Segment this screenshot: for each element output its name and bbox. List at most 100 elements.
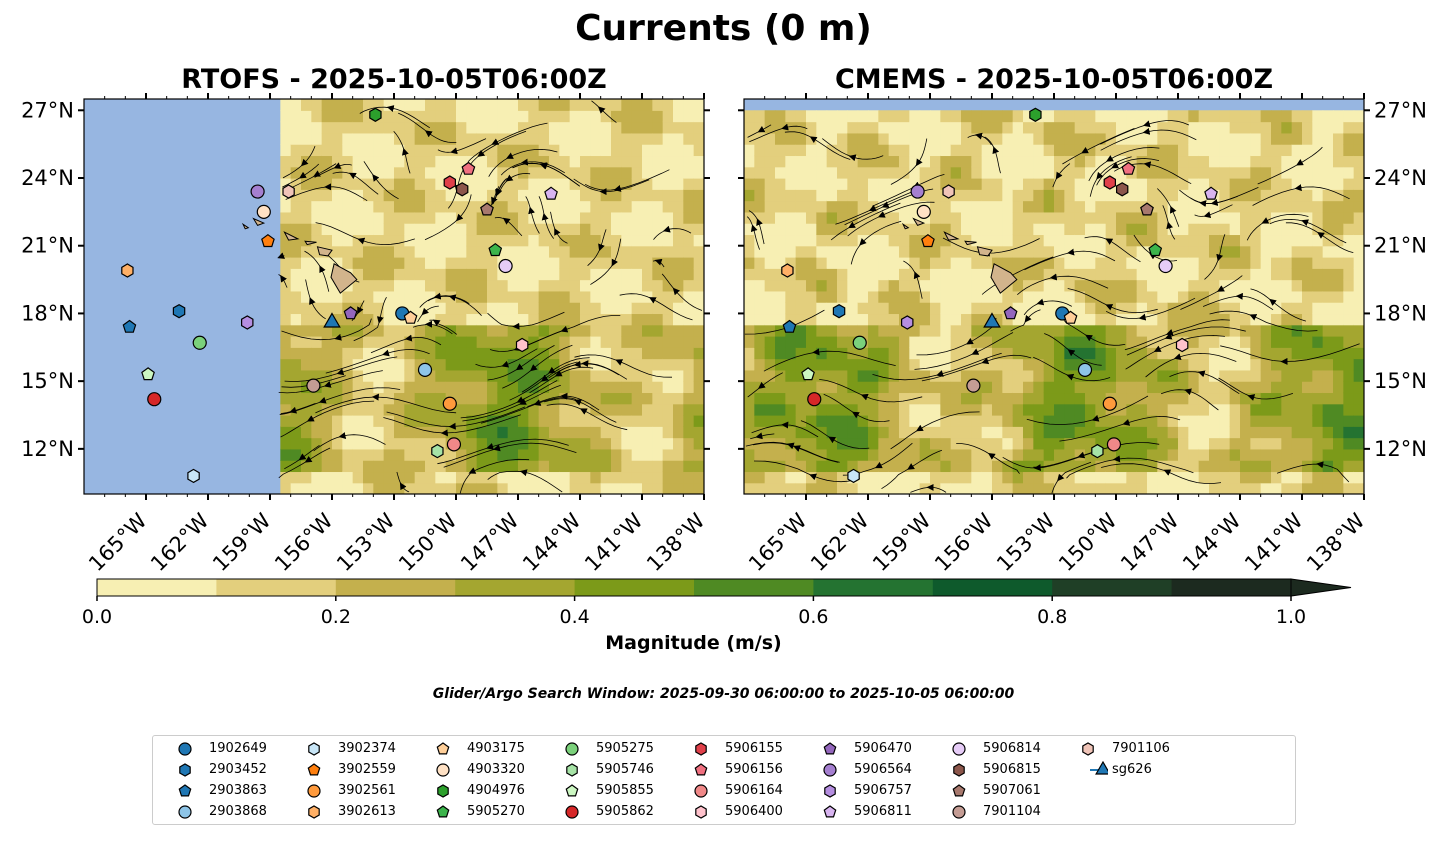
magnitude-cell	[1023, 415, 1034, 427]
magnitude-cell	[414, 302, 426, 315]
magnitude-cell	[280, 437, 292, 450]
magnitude-cell	[775, 415, 786, 427]
magnitude-cell	[600, 132, 612, 145]
magnitude-cell	[1085, 415, 1096, 427]
magnitude-cell	[414, 313, 426, 326]
magnitude-cell	[518, 245, 529, 258]
magnitude-cell	[1126, 257, 1138, 269]
magnitude-cell	[662, 415, 674, 427]
magnitude-cell	[1302, 381, 1313, 394]
magnitude-cell	[445, 99, 457, 111]
streamline	[421, 305, 439, 316]
streamline	[648, 297, 693, 321]
streamline	[1163, 469, 1222, 484]
magnitude-cell	[1033, 347, 1045, 360]
magnitude-cell	[837, 392, 848, 405]
magnitude-cell	[569, 336, 581, 348]
magnitude-cell	[857, 324, 869, 337]
magnitude-cell	[559, 189, 571, 202]
magnitude-cell	[1188, 166, 1200, 179]
magnitude-cell	[961, 369, 972, 382]
magnitude-cell	[775, 245, 786, 258]
streamline	[1199, 195, 1238, 208]
magnitude-cell	[826, 302, 838, 315]
legend-float-marker	[695, 805, 707, 819]
magnitude-cell	[538, 448, 550, 461]
float-marker-4903175	[403, 310, 418, 324]
land-island	[990, 263, 1018, 294]
magnitude-cell	[764, 245, 776, 258]
magnitude-cell	[373, 211, 385, 224]
magnitude-cell	[549, 324, 560, 337]
magnitude-cell	[992, 381, 1003, 394]
magnitude-cell	[611, 437, 622, 450]
magnitude-cell	[652, 121, 664, 134]
magnitude-cell	[1353, 223, 1364, 236]
magnitude-cell	[528, 415, 540, 427]
magnitude-cell	[1302, 234, 1313, 247]
magnitude-cell	[321, 178, 333, 190]
magnitude-cell	[1167, 132, 1179, 145]
magnitude-cell	[1188, 144, 1200, 157]
magnitude-cell	[321, 166, 333, 179]
magnitude-cell	[1219, 245, 1231, 258]
magnitude-cell	[435, 200, 447, 213]
magnitude-cell	[518, 415, 529, 427]
magnitude-cell	[868, 144, 879, 157]
magnitude-cell	[466, 437, 478, 450]
magnitude-cell	[950, 110, 962, 123]
streamline	[560, 392, 600, 411]
magnitude-cell	[775, 482, 786, 494]
magnitude-cell	[1126, 358, 1138, 371]
streamline	[529, 374, 559, 394]
streamline	[587, 247, 601, 266]
magnitude-cell	[992, 211, 1003, 224]
magnitude-cell	[414, 448, 426, 461]
magnitude-cell	[1054, 121, 1065, 134]
magnitude-cell	[652, 369, 664, 382]
magnitude-cell	[899, 392, 910, 405]
streamline	[956, 443, 992, 456]
streamline	[967, 134, 979, 138]
magnitude-cell	[394, 99, 405, 111]
magnitude-cell	[847, 324, 859, 337]
float-marker-5906156	[461, 161, 476, 175]
lat-tick-label: 18°N	[21, 301, 74, 325]
legend-float-marker	[436, 763, 450, 777]
colorbar-extend-arrow	[1290, 578, 1352, 597]
magnitude-cell	[518, 471, 529, 484]
streamline	[890, 163, 919, 185]
magnitude-cell	[1074, 279, 1086, 292]
magnitude-cell	[1198, 290, 1210, 303]
magnitude-cell	[456, 313, 467, 326]
magnitude-cell	[1312, 245, 1324, 258]
magnitude-cell	[528, 403, 540, 416]
magnitude-cell	[580, 234, 591, 247]
magnitude-cell	[1281, 132, 1293, 145]
magnitude-cell	[621, 313, 633, 326]
magnitude-cell	[683, 324, 695, 337]
streamline	[1166, 221, 1176, 240]
magnitude-cell	[662, 482, 674, 494]
magnitude-cell	[507, 313, 519, 326]
streamline	[501, 348, 538, 368]
streamline	[429, 319, 436, 322]
magnitude-cell	[332, 257, 343, 269]
magnitude-cell	[1167, 279, 1179, 292]
magnitude-cell	[1302, 211, 1313, 224]
magnitude-cell	[673, 121, 684, 134]
magnitude-cell	[878, 257, 890, 269]
magnitude-cell	[1095, 415, 1107, 427]
magnitude-cell	[487, 369, 498, 382]
magnitude-cell	[683, 437, 695, 450]
magnitude-cell	[1033, 155, 1045, 168]
magnitude-cell	[775, 448, 786, 461]
magnitude-cell	[580, 415, 591, 427]
magnitude-cell	[538, 460, 550, 473]
magnitude-cell	[764, 313, 776, 326]
magnitude-cell	[878, 381, 890, 394]
streamline	[1203, 204, 1233, 219]
streamline	[495, 177, 508, 196]
streamline	[332, 171, 353, 175]
magnitude-cell	[342, 257, 354, 269]
